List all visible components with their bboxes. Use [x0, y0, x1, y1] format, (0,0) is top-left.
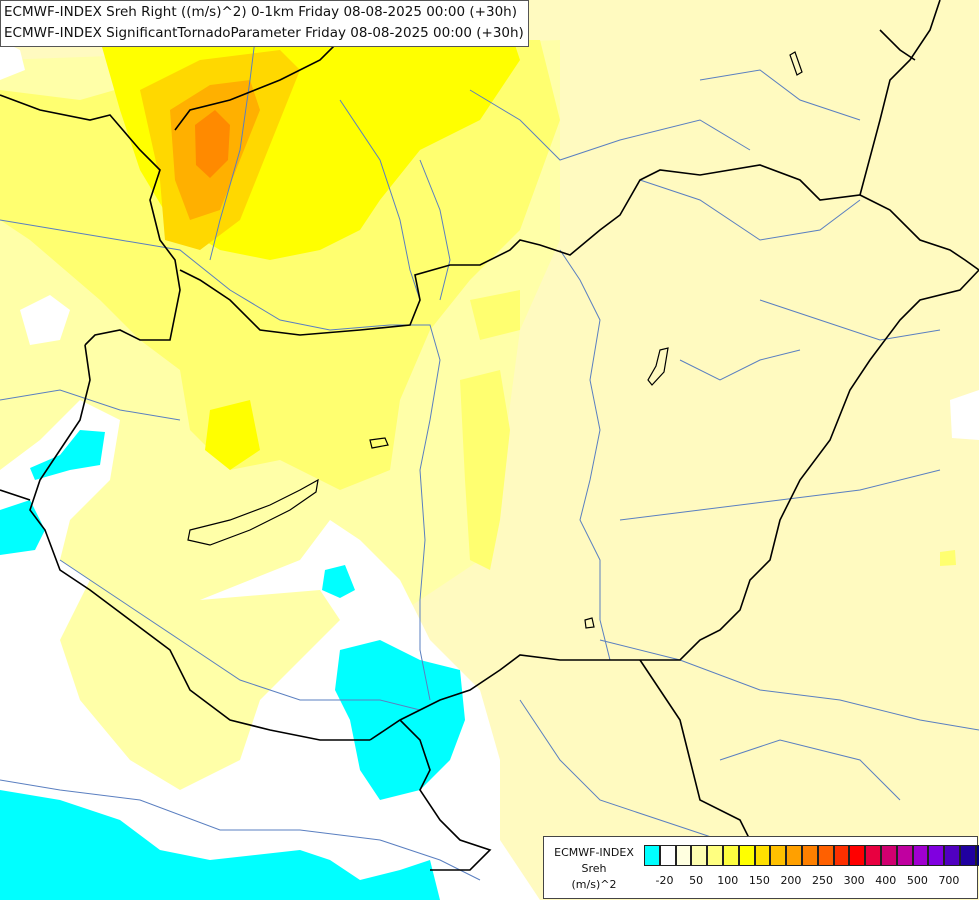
legend-swatch	[959, 845, 976, 866]
river-olt-west	[0, 389, 181, 421]
river-south-1	[519, 699, 721, 841]
legend: ECMWF-INDEX Sreh (m/s)^2 -20 50 100 150 200 2…	[543, 836, 979, 899]
river-tisza-north	[639, 179, 861, 241]
river-somes	[759, 299, 941, 341]
lake-small-ne	[789, 51, 803, 76]
legend-tick-label: 300	[843, 874, 865, 887]
border-hungary-romania	[640, 269, 979, 661]
sreh-contour-50-tongue	[60, 560, 340, 790]
legend-swatch	[722, 845, 739, 866]
sreh-contour-0-west	[20, 295, 70, 345]
sreh-contour-0-nw	[0, 40, 25, 80]
legend-swatch	[770, 845, 787, 866]
border-austria-hungary-north	[0, 94, 181, 346]
legend-swatch	[675, 845, 692, 866]
river-mid-1	[679, 349, 801, 381]
border-romania-east	[879, 29, 916, 61]
lake-small-s	[584, 617, 595, 629]
sreh-contour-neg-sw	[0, 790, 440, 900]
legend-tick-label: -20	[655, 874, 674, 887]
lakes-layer	[187, 51, 803, 629]
sreh-contour-100-blob2	[470, 290, 520, 340]
legend-swatch	[849, 845, 866, 866]
border-slovenia	[0, 489, 31, 501]
legend-swatch	[707, 845, 723, 866]
sreh-contour-100-blob	[460, 370, 510, 570]
sreh-contour-neg-mid	[322, 565, 355, 598]
sreh-contour-50-blob-e	[940, 550, 956, 566]
map-title-line1: ECMWF-INDEX Sreh Right ((m/s)^2) 0-1km F…	[4, 4, 517, 20]
legend-swatch	[896, 845, 913, 866]
lake-balaton	[187, 478, 319, 546]
border-hungary-serbia	[369, 654, 640, 741]
river-south-2	[719, 739, 901, 801]
border-serbia-romania	[639, 659, 751, 841]
river-sava	[0, 779, 481, 881]
border-ukraine	[859, 0, 941, 196]
sreh-contour-150-b	[205, 400, 260, 470]
lake-tisza	[647, 347, 669, 386]
river-vah	[339, 99, 421, 301]
legend-swatch	[817, 845, 834, 866]
legend-swatch	[928, 845, 945, 866]
border-slovakia-hungary	[179, 164, 979, 336]
river-mid-3	[699, 69, 861, 121]
legend-swatch	[644, 845, 660, 866]
legend-tick-label: 200	[780, 874, 802, 887]
legend-swatch	[912, 845, 929, 866]
legend-swatch	[880, 845, 897, 866]
legend-swatch	[801, 845, 818, 866]
legend-title: ECMWF-INDEX	[554, 846, 634, 859]
legend-tick-label: 500	[906, 874, 928, 887]
sreh-contour-0-east	[950, 390, 979, 440]
border-hungary-croatia	[29, 344, 370, 741]
legend-swatch	[865, 845, 881, 866]
legend-tick-label: 400	[875, 874, 897, 887]
legend-unit: (m/s)^2	[571, 878, 617, 891]
legend-tick-label: 50	[689, 874, 704, 887]
legend-swatch	[738, 845, 755, 866]
river-mid-2	[469, 89, 751, 161]
sreh-contour-300	[195, 110, 230, 178]
legend-variable: Sreh	[581, 862, 607, 875]
river-drava	[59, 559, 421, 711]
map-title-box: ECMWF-INDEX Sreh Right ((m/s)^2) 0-1km F…	[0, 0, 529, 47]
river-morava	[209, 0, 261, 261]
legend-swatch	[786, 845, 802, 866]
legend-tick-label: 250	[812, 874, 834, 887]
legend-swatch	[975, 845, 979, 866]
river-tisza	[559, 249, 611, 661]
legend-swatch	[659, 845, 676, 866]
legend-swatch	[944, 845, 960, 866]
legend-colorbar	[644, 845, 979, 866]
river-mures	[619, 469, 941, 521]
border-croatia-serbia	[399, 719, 492, 871]
legend-tick-label: 150	[748, 874, 770, 887]
legend-tick-label: 700	[938, 874, 960, 887]
map-title-line2: ECMWF-INDEX SignificantTornadoParameter …	[4, 25, 524, 41]
legend-swatch	[833, 845, 850, 866]
legend-tick-label: 100	[717, 874, 739, 887]
river-hron	[419, 159, 451, 301]
legend-swatch	[691, 845, 708, 866]
river-bega	[599, 639, 979, 731]
lake-velence	[369, 437, 389, 449]
legend-swatch	[754, 845, 771, 866]
